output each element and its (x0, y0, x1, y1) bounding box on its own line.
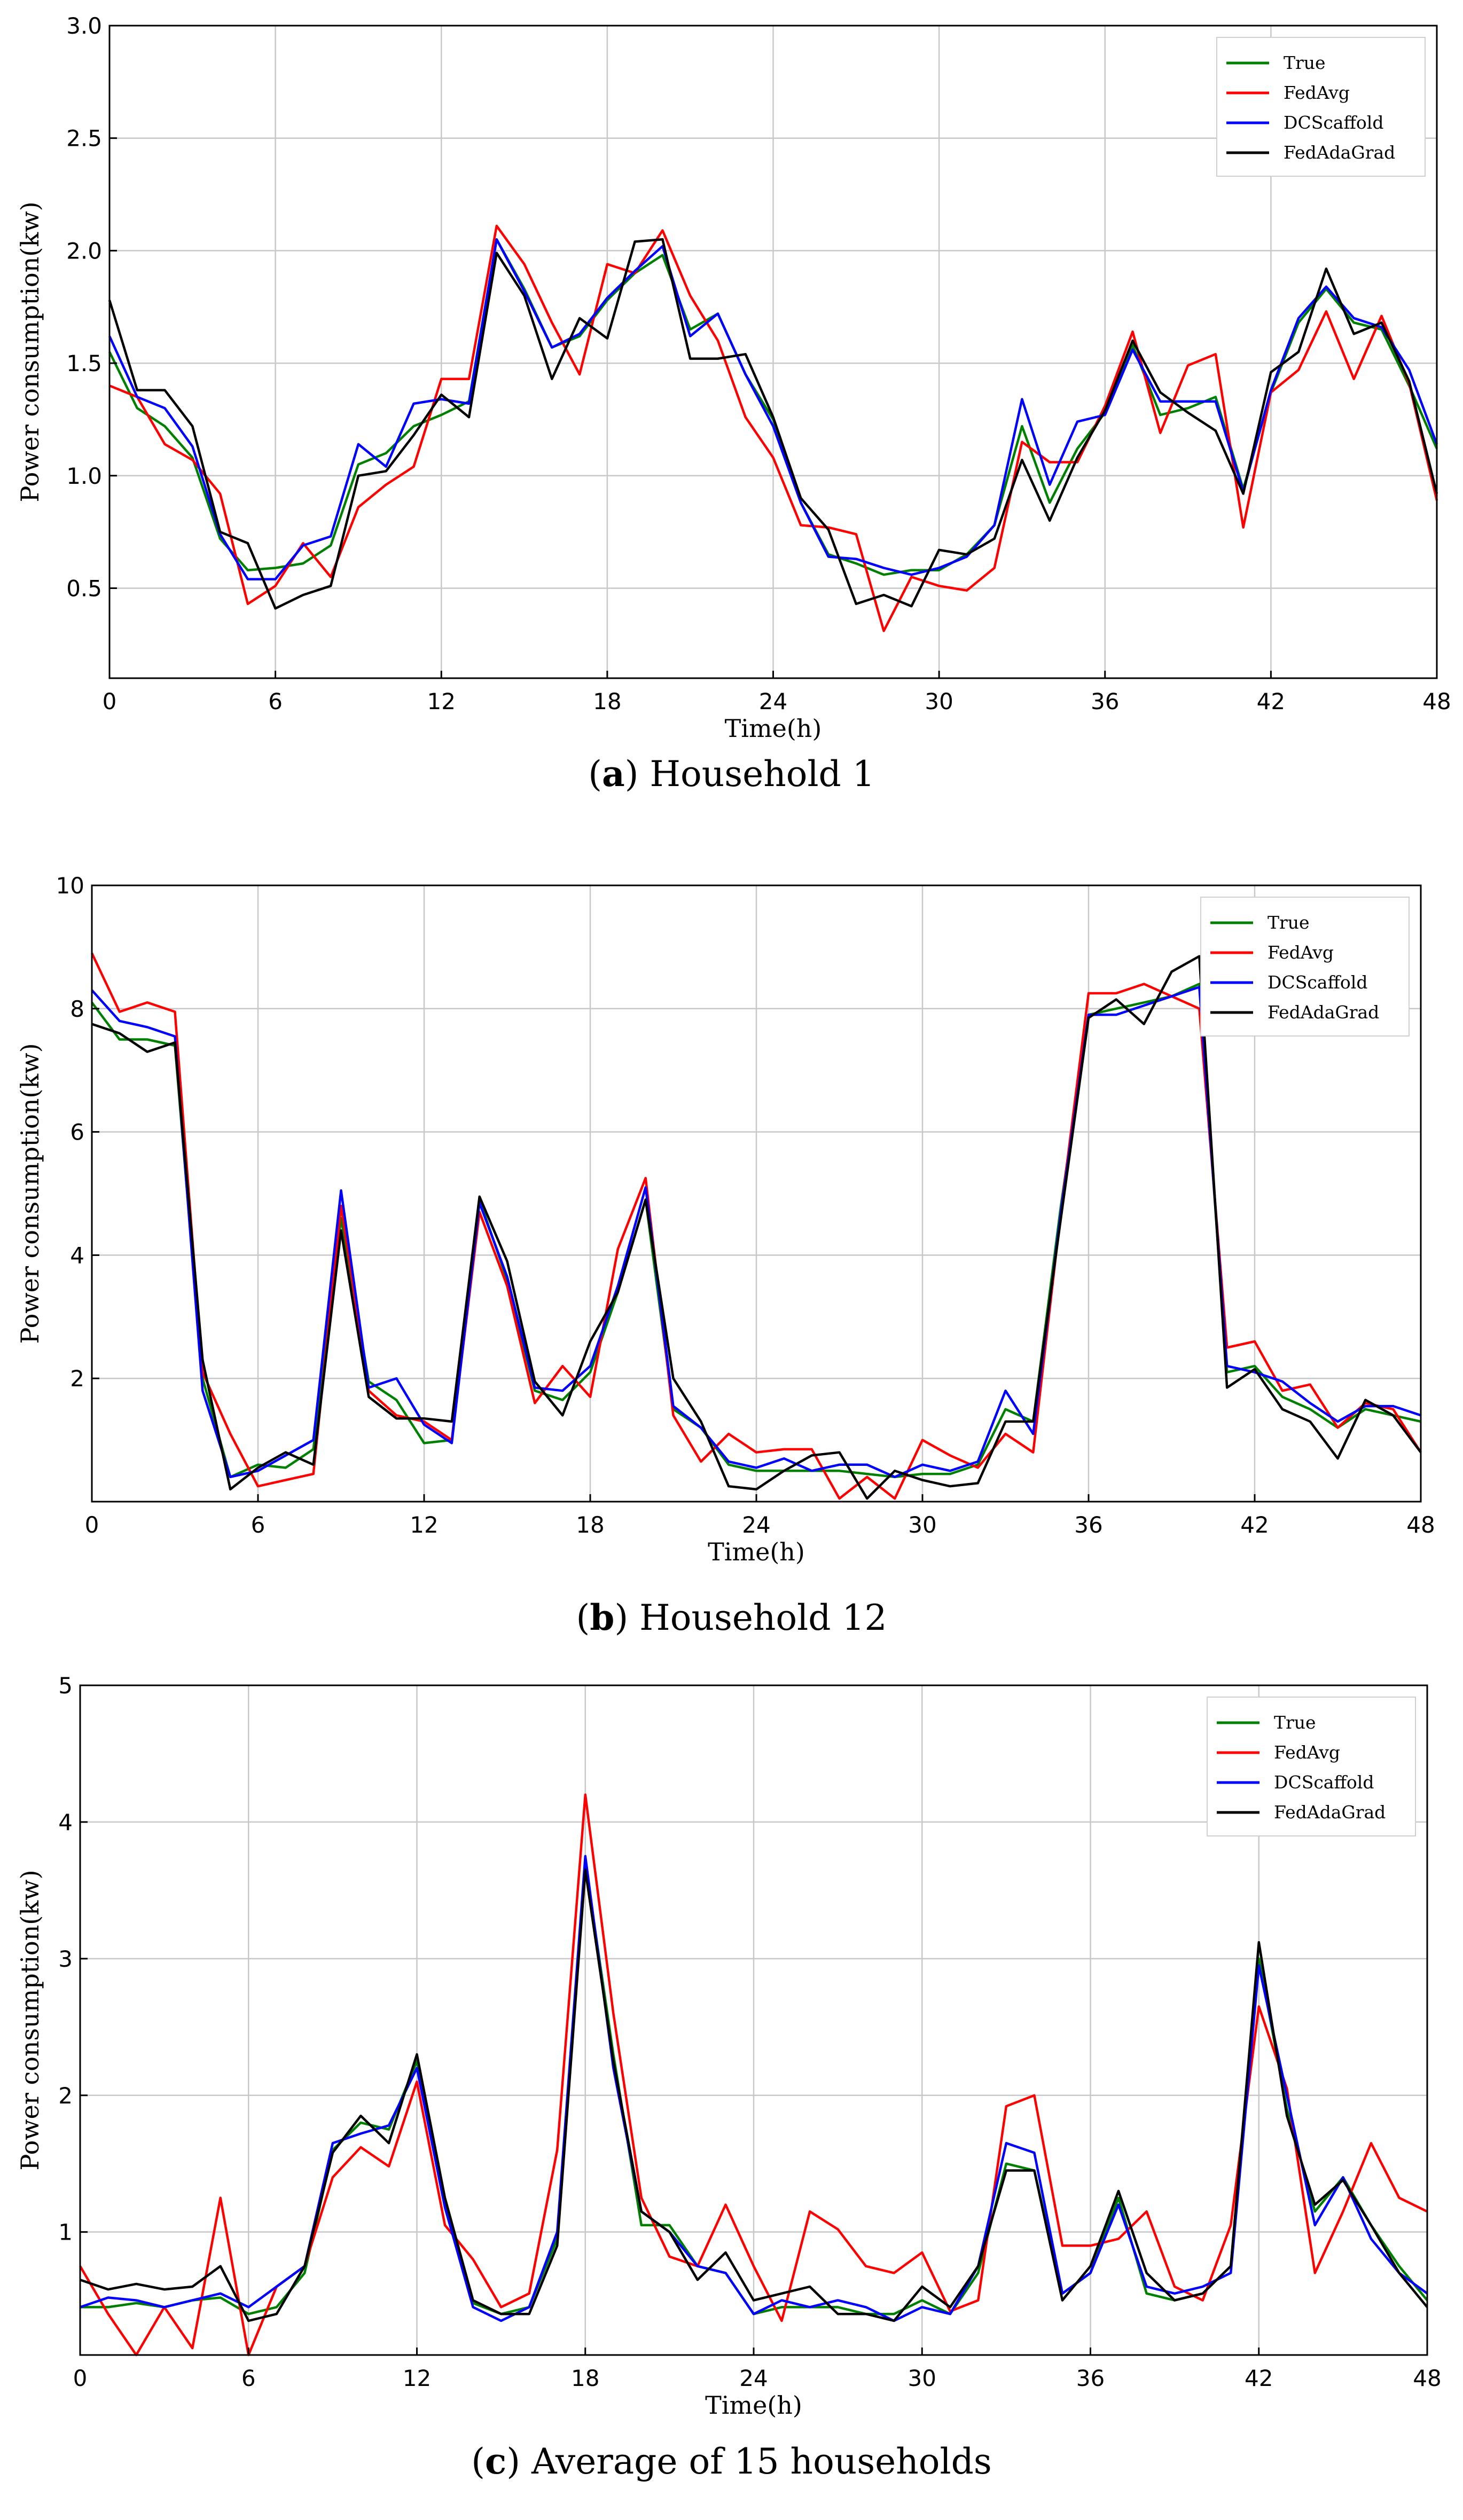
x-tick-label: 36 (1076, 2365, 1105, 2391)
y-tick-label: 4 (58, 1809, 73, 1835)
legend: True FedAvg DCScaffold FedAdaGrad (1216, 37, 1426, 177)
x-tick-label: 36 (1091, 688, 1119, 715)
x-tick-label: 48 (1422, 688, 1451, 715)
x-tick-label: 42 (1240, 1512, 1269, 1538)
y-tick-label: 1.0 (66, 463, 102, 489)
y-tick-label: 10 (56, 873, 84, 899)
legend-label: FedAdaGrad (1274, 1802, 1386, 1823)
legend: True FedAvg DCScaffold FedAdaGrad (1207, 1697, 1416, 1836)
y-tick-label: 3.0 (66, 13, 102, 39)
x-tick-label: 30 (908, 1512, 936, 1538)
legend-label: True (1284, 52, 1326, 73)
series-line-true (91, 983, 1421, 1479)
legend-label: FedAdaGrad (1284, 142, 1395, 163)
chart-household-1: 0 6 12 18 24 30 36 42 48 0.5 1.0 1.5 2.0 2.5 3.0 Time(h… (15, 13, 1451, 743)
legend-label: FedAvg (1284, 82, 1350, 103)
grid (109, 26, 1437, 678)
x-tick-label: 18 (571, 2365, 599, 2391)
series-line-fedavg (90, 952, 1422, 1500)
x-tick-label: 42 (1245, 2365, 1273, 2391)
x-tick-label: 24 (759, 688, 787, 715)
y-axis-label: Power consumption(kw) (15, 201, 44, 502)
x-tick-label: 18 (576, 1512, 604, 1538)
caption-a: (a) Household 1 (588, 753, 875, 795)
legend-label: DCScaffold (1268, 972, 1367, 993)
x-tick-label: 12 (410, 1512, 438, 1538)
series-line-fedadagrad (80, 1869, 1428, 2322)
y-tick-label: 2 (70, 1365, 84, 1392)
x-axis-label: Time(h) (725, 714, 822, 743)
x-tick-label: 48 (1413, 2365, 1441, 2391)
legend-label: True (1268, 912, 1310, 933)
y-tick-label: 2.5 (66, 125, 102, 152)
x-tick-label: 18 (593, 688, 621, 715)
x-tick-label: 24 (739, 2365, 768, 2391)
legend-label: FedAdaGrad (1268, 1002, 1379, 1023)
y-axis-label: Power consumption(kw) (15, 1043, 44, 1344)
series-line-fedavg (109, 224, 1438, 632)
x-tick-label: 12 (403, 2365, 431, 2391)
x-tick-label: 30 (908, 2365, 936, 2391)
legend: True FedAvg DCScaffold FedAdaGrad (1200, 897, 1410, 1037)
y-tick-label: 1.5 (66, 350, 102, 376)
x-tick-label: 42 (1257, 688, 1285, 715)
caption-b: (b) Household 12 (576, 1597, 887, 1638)
series-line-dcscaffold (91, 986, 1421, 1479)
x-tick-label: 0 (85, 1512, 99, 1538)
x-axis-label: Time(h) (705, 2391, 802, 2420)
y-tick-label: 3 (58, 1946, 73, 1972)
y-tick-label: 1 (58, 2219, 73, 2246)
y-tick-label: 8 (70, 996, 84, 1022)
y-tick-label: 2.0 (66, 238, 102, 264)
legend-label: DCScaffold (1284, 112, 1383, 133)
y-tick-label: 2 (58, 2083, 73, 2109)
caption-c: (c) Average of 15 households (471, 2440, 992, 2482)
series-line-fedadagrad (91, 955, 1422, 1500)
grid (80, 1685, 1427, 2355)
x-tick-label: 6 (251, 1512, 265, 1538)
series-line-dcscaffold (108, 238, 1438, 580)
x-tick-label: 6 (241, 2365, 256, 2391)
x-tick-label: 6 (268, 688, 283, 715)
legend-label: DCScaffold (1274, 1772, 1374, 1793)
legend-label: FedAvg (1274, 1742, 1340, 1763)
x-tick-label: 0 (103, 688, 117, 715)
x-tick-label: 36 (1074, 1512, 1102, 1538)
y-tick-label: 6 (70, 1119, 84, 1145)
legend-label: FedAvg (1268, 942, 1334, 963)
y-axis-label: Power consumption(kw) (15, 1870, 44, 2170)
y-tick-label: 0.5 (66, 575, 102, 601)
legend-label: True (1274, 1712, 1316, 1733)
x-tick-label: 48 (1406, 1512, 1435, 1538)
series-line-fedadagrad (108, 238, 1438, 610)
x-tick-label: 24 (742, 1512, 770, 1538)
y-tick-label: 4 (70, 1242, 84, 1268)
x-axis-label: Time(h) (708, 1537, 805, 1566)
x-tick-label: 0 (73, 2365, 88, 2391)
y-tick-label: 5 (58, 1673, 73, 1699)
x-tick-label: 30 (925, 688, 953, 715)
x-tick-label: 12 (427, 688, 456, 715)
